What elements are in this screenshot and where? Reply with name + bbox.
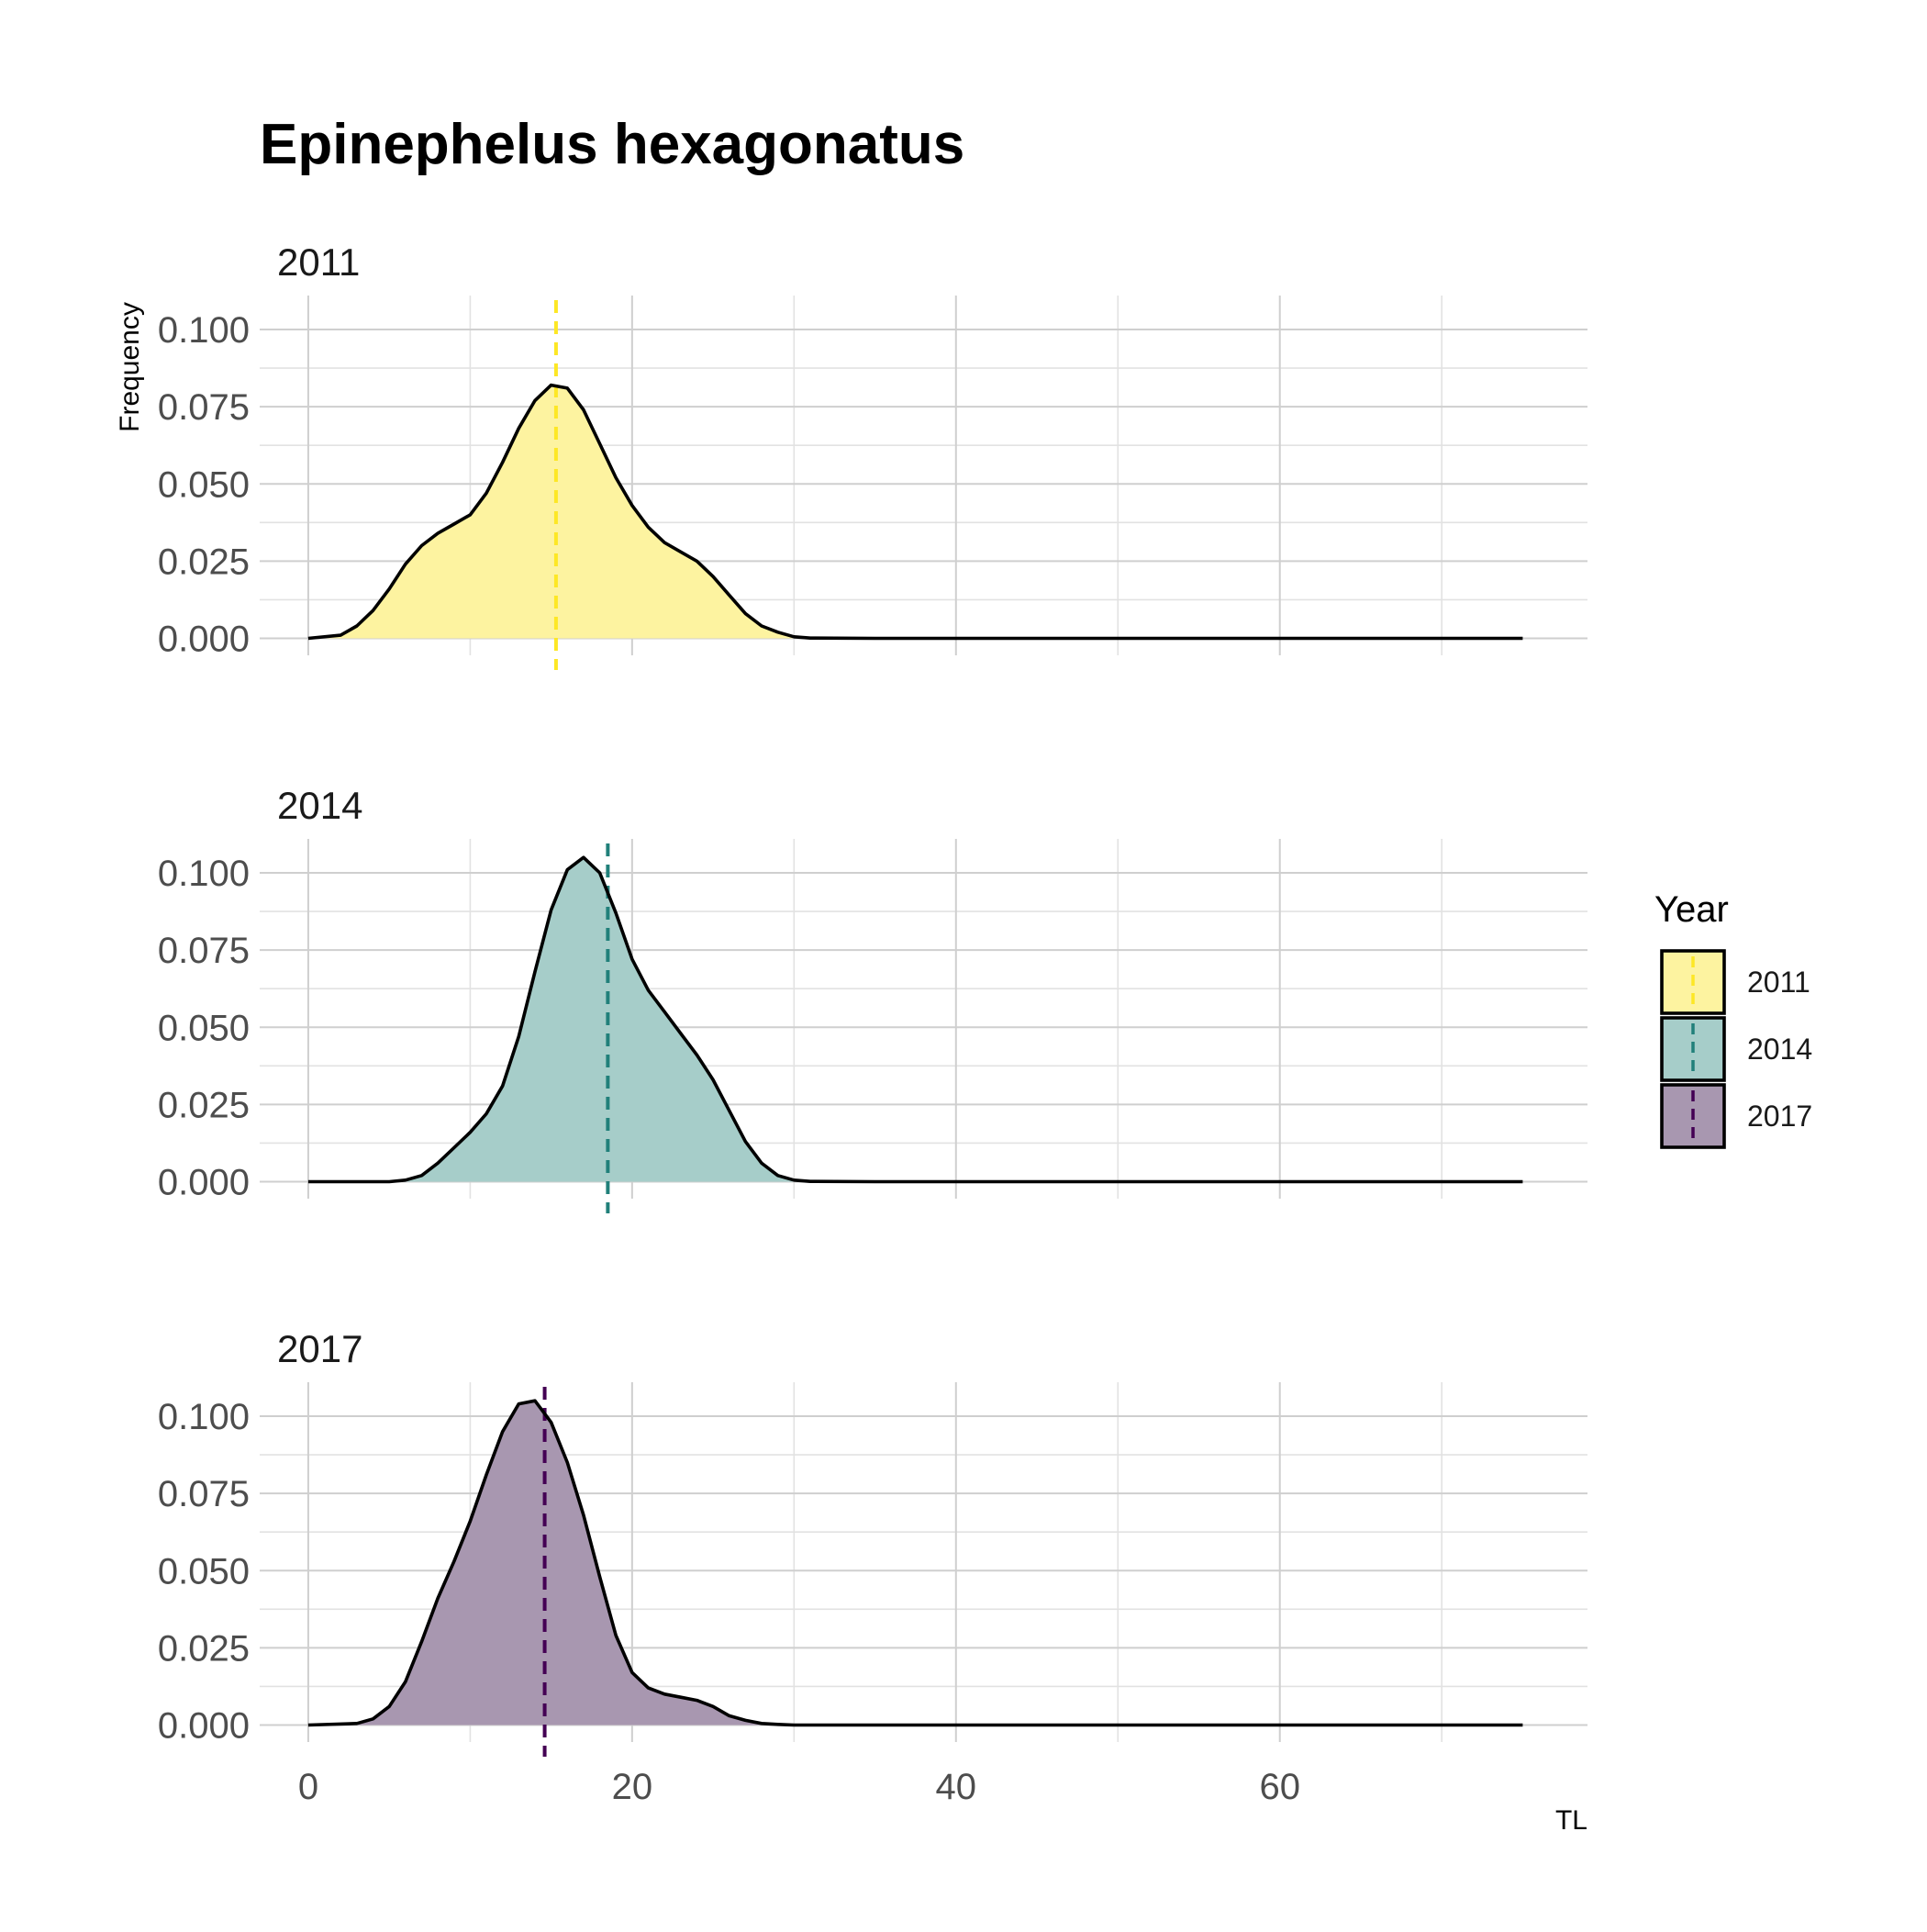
y-tick-label: 0.100 [158, 310, 250, 351]
y-axis-label: Frequency [115, 302, 145, 432]
y-tick-label: 0.100 [158, 854, 250, 894]
y-tick-label: 0.000 [158, 619, 250, 659]
y-tick-label: 0.025 [158, 542, 250, 582]
facet-panel-2017: 2017 0.000 0.025 0.050 0.075 0.100 0 20 40 60 [158, 1327, 1587, 1807]
y-tick-label: 0.000 [158, 1705, 250, 1746]
y-tick-label: 0.050 [158, 1008, 250, 1048]
legend-title: Year [1654, 889, 1729, 930]
legend: Year 2011 2014 2017 [1654, 889, 1812, 1149]
density-line-2014 [307, 855, 1523, 1184]
x-tick-label: 60 [1259, 1767, 1300, 1807]
y-tick-label: 0.100 [158, 1397, 250, 1437]
y-tick-label: 0.050 [158, 464, 250, 505]
x-tick-label: 20 [612, 1767, 653, 1807]
density-line-2011 [307, 383, 1523, 641]
density-line-2017 [307, 1399, 1523, 1727]
facet-label-2014: 2014 [277, 784, 362, 827]
legend-label-2014: 2014 [1747, 1033, 1812, 1066]
facet-label-2011: 2011 [277, 240, 360, 284]
density-area-2014 [307, 857, 1523, 1182]
y-tick-label: 0.050 [158, 1551, 250, 1591]
y-tick-label: 0.025 [158, 1085, 250, 1125]
facet-label-2017: 2017 [277, 1327, 362, 1370]
chart-title: Epinephelus hexagonatus [260, 113, 964, 176]
facet-panel-2014: 2014 0.000 0.025 0.050 0.075 0.100 [158, 784, 1587, 1213]
legend-item-2011: 2011 [1660, 949, 1810, 1015]
density-area-2017 [307, 1401, 1523, 1725]
legend-label-2011: 2011 [1747, 966, 1810, 999]
legend-label-2017: 2017 [1747, 1100, 1812, 1133]
y-tick-label: 0.075 [158, 1474, 250, 1514]
facet-panel-2011: 2011 0.000 0.025 0.050 0.075 0.100 [158, 240, 1587, 670]
legend-item-2014: 2014 [1660, 1016, 1812, 1082]
density-area-2011 [307, 385, 1523, 639]
legend-item-2017: 2017 [1660, 1083, 1812, 1149]
y-tick-label: 0.025 [158, 1628, 250, 1669]
x-tick-label: 0 [298, 1767, 318, 1807]
y-tick-label: 0.075 [158, 387, 250, 428]
y-tick-label: 0.000 [158, 1162, 250, 1202]
x-tick-label: 40 [936, 1767, 977, 1807]
y-tick-label: 0.075 [158, 931, 250, 971]
x-axis-label: TL [1555, 1805, 1587, 1836]
